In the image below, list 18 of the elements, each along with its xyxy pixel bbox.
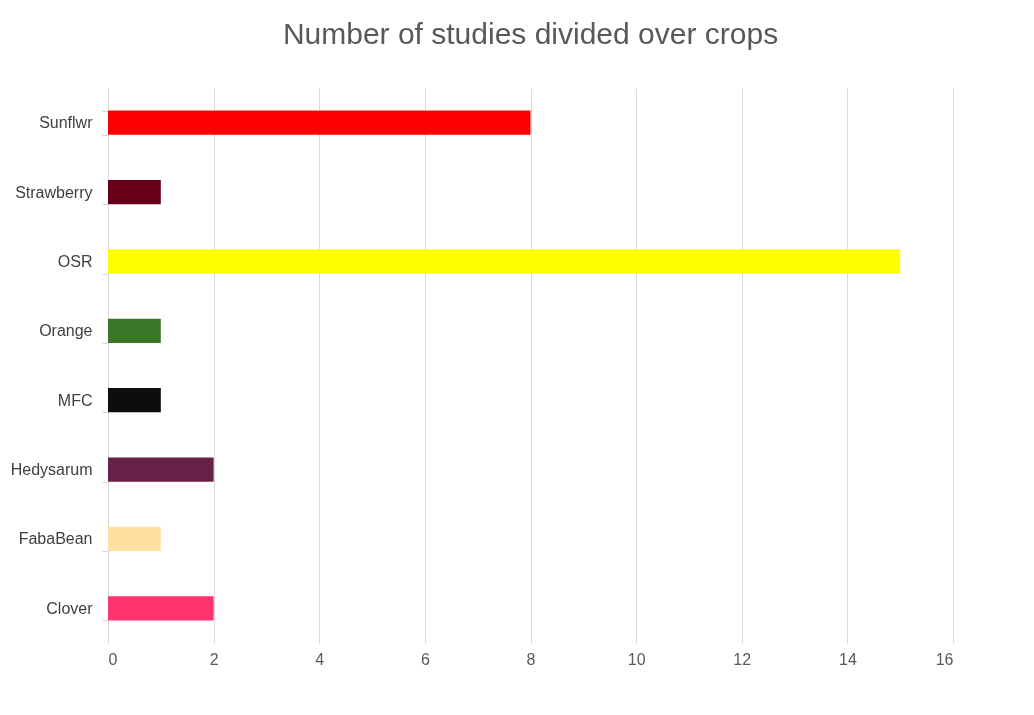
y-tick-label: Hedysarum xyxy=(10,461,93,479)
x-tick-label: 12 xyxy=(733,650,752,668)
x-tick-label: 6 xyxy=(420,650,430,668)
x-tick-label: 4 xyxy=(315,650,325,668)
x-tick-label: 2 xyxy=(209,650,219,668)
y-tick-label: Strawberry xyxy=(15,183,93,201)
y-tick-label: Clover xyxy=(46,599,94,617)
x-tick-label: 0 xyxy=(108,650,118,668)
y-tick-label: OSR xyxy=(57,252,93,270)
chart-title: Number of studies divided over crops xyxy=(282,17,779,50)
x-tick-label: 16 xyxy=(935,650,954,668)
y-tick-label: MFC xyxy=(57,391,93,409)
y-tick-label: Sunflwr xyxy=(39,114,94,132)
x-tick-label: 10 xyxy=(627,650,646,668)
y-tick-label: FabaBean xyxy=(18,530,93,548)
x-tick-label: 8 xyxy=(526,650,536,668)
x-tick-label: 14 xyxy=(838,650,857,668)
y-tick-label: Orange xyxy=(39,322,93,340)
